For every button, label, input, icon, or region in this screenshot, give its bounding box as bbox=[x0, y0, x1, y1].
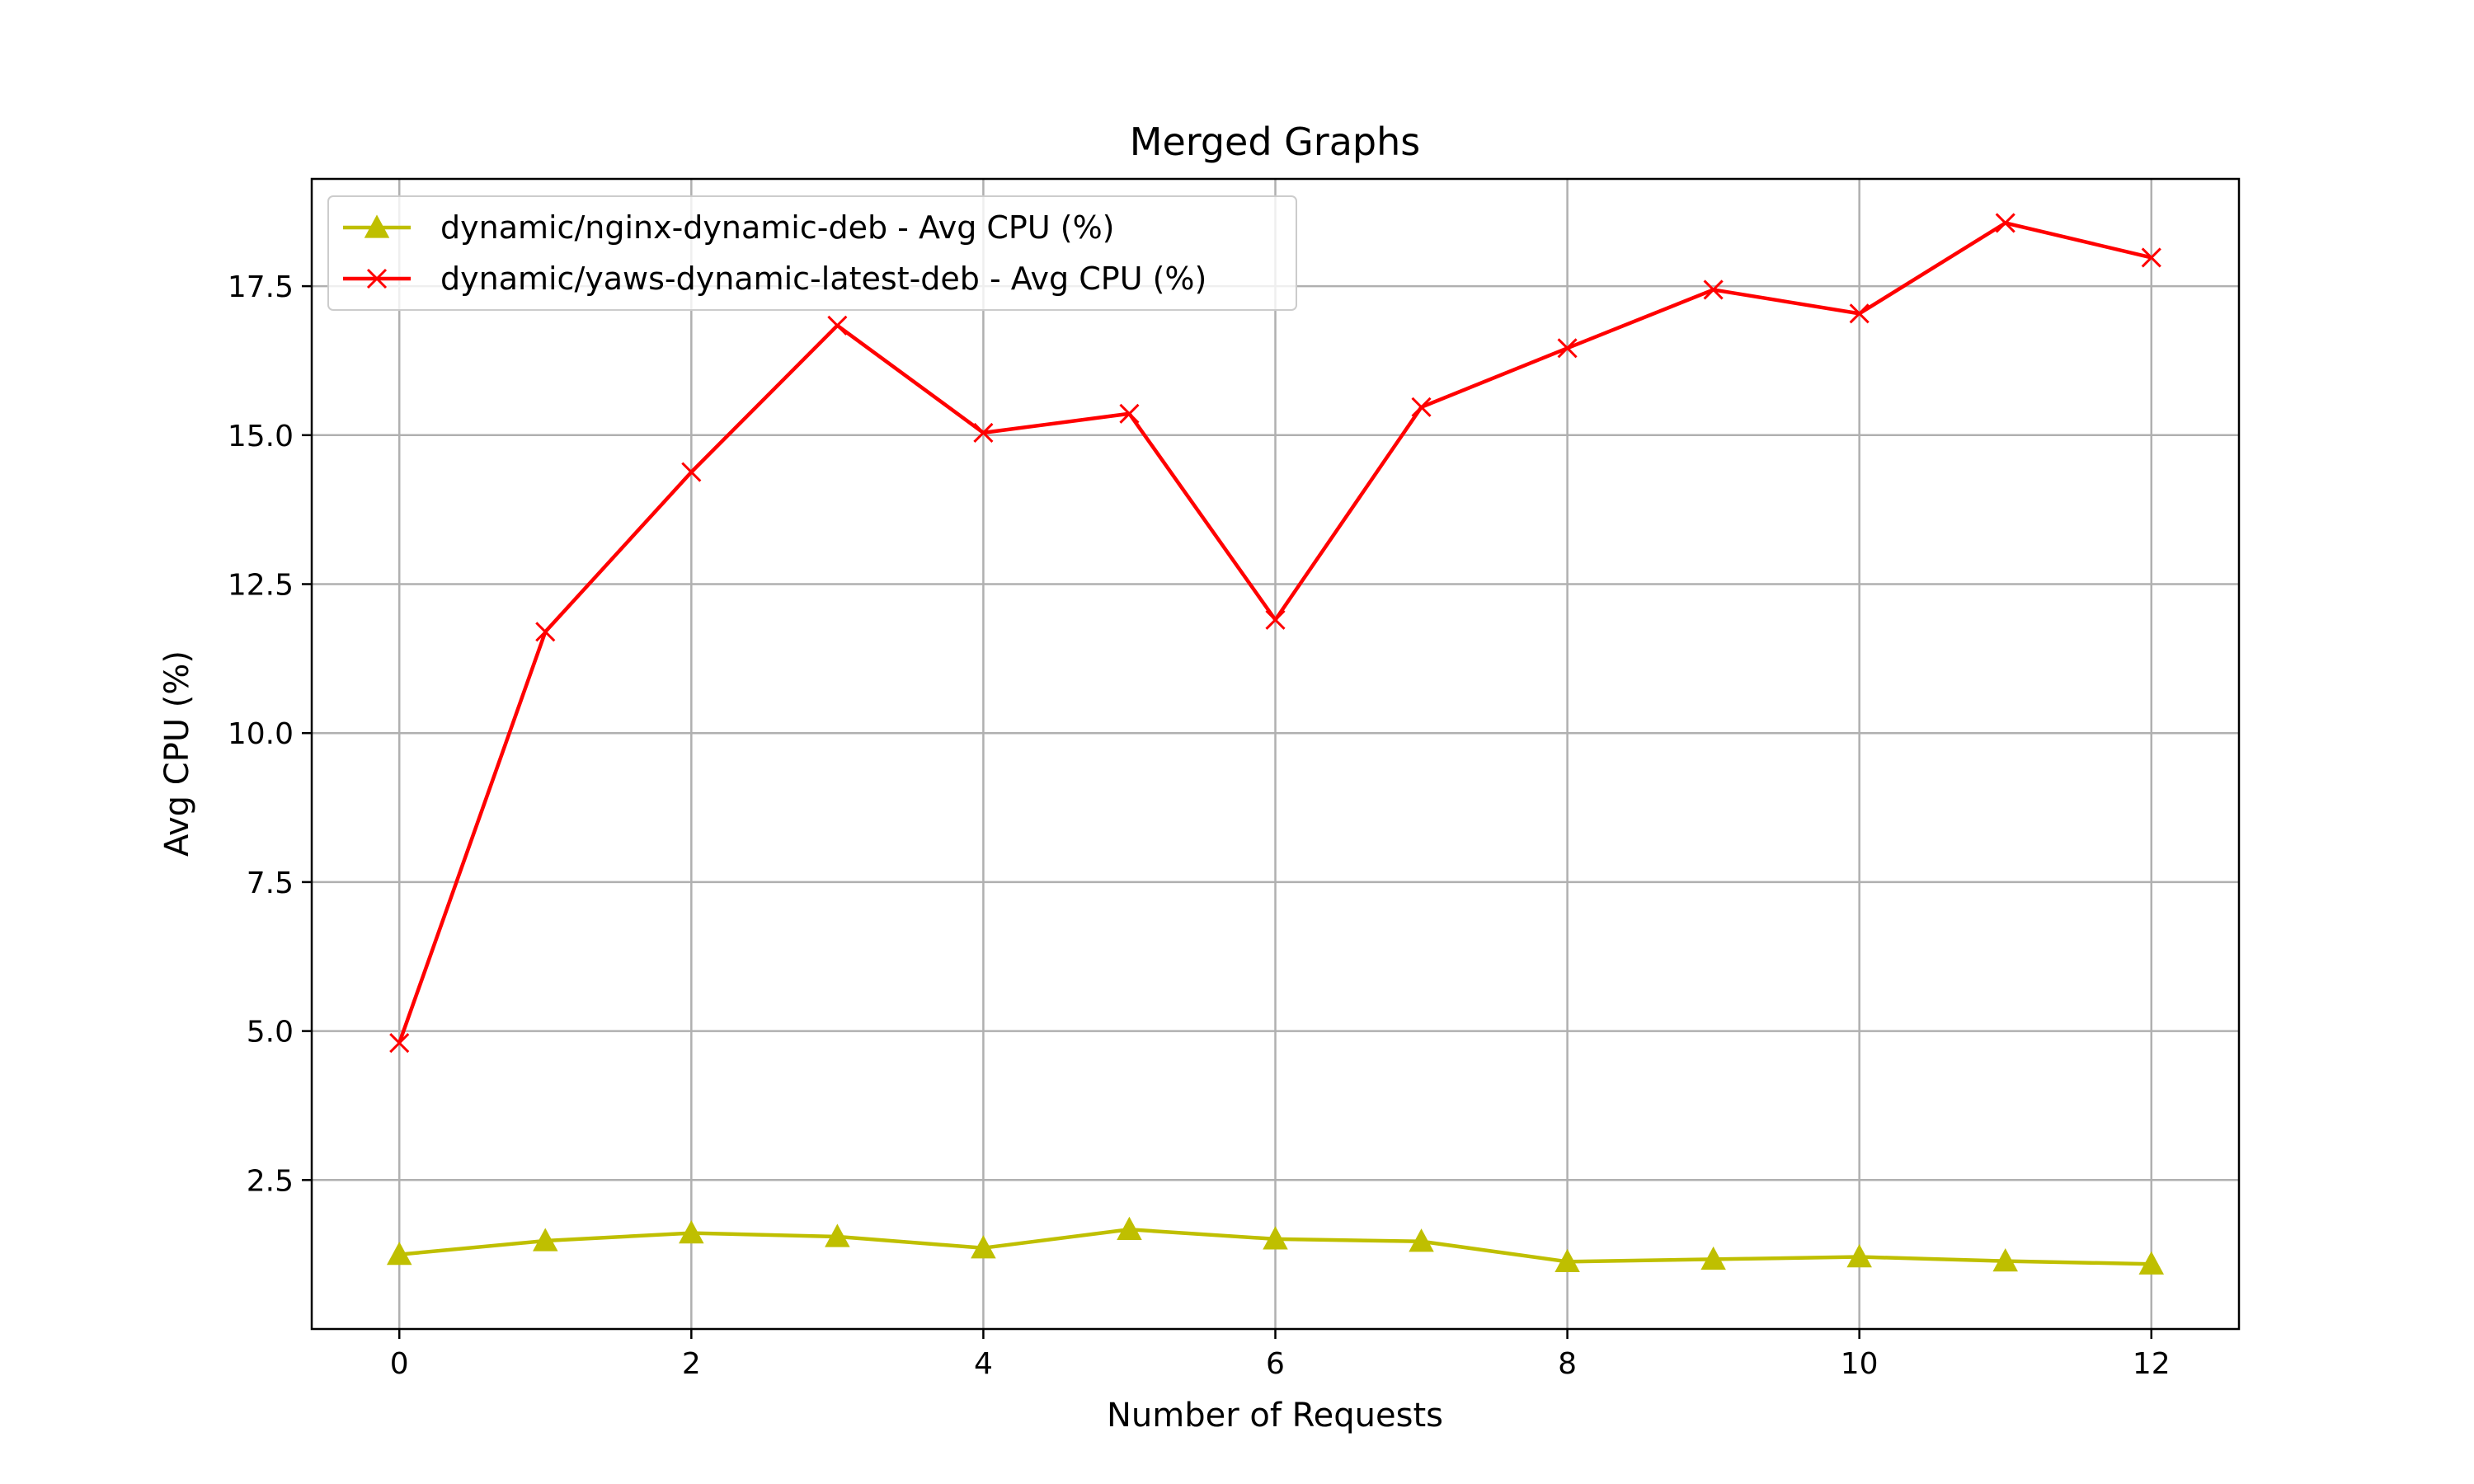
y-axis: 2.5 5.0 7.5 10.0 12.5 15.0 17.5 bbox=[228, 270, 312, 1198]
y-tick-label: 2.5 bbox=[247, 1164, 294, 1198]
data-point bbox=[389, 1032, 410, 1054]
data-point bbox=[1263, 1226, 1288, 1250]
data-point bbox=[1119, 403, 1140, 424]
data-point bbox=[681, 462, 702, 482]
x-tick-label: 2 bbox=[682, 1347, 701, 1381]
y-tick-label: 15.0 bbox=[228, 420, 294, 453]
legend-marker bbox=[366, 268, 388, 289]
data-point bbox=[973, 422, 994, 443]
data-point bbox=[825, 1223, 850, 1247]
x-axis-title: Number of Requests bbox=[1107, 1397, 1443, 1435]
y-tick-label: 12.5 bbox=[228, 569, 294, 603]
data-point bbox=[1992, 1248, 2018, 1272]
data-point bbox=[386, 1242, 412, 1266]
y-tick-label: 10.0 bbox=[228, 717, 294, 751]
legend-entry: dynamic/yaws-dynamic-latest-deb - Avg CP… bbox=[343, 261, 1206, 297]
legend-label: dynamic/nginx-dynamic-deb - Avg CPU (%) bbox=[440, 209, 1115, 246]
data-point bbox=[2138, 1251, 2165, 1275]
x-tick-label: 10 bbox=[1841, 1347, 1879, 1381]
data-point bbox=[827, 315, 848, 336]
data-point bbox=[1846, 1243, 1872, 1268]
legend-entry: dynamic/nginx-dynamic-deb - Avg CPU (%) bbox=[343, 209, 1115, 246]
x-tick-label: 0 bbox=[390, 1347, 409, 1381]
chart-title: Merged Graphs bbox=[1130, 120, 1420, 164]
data-point bbox=[1117, 1216, 1142, 1240]
x-tick-label: 8 bbox=[1558, 1347, 1577, 1381]
data-point bbox=[2141, 247, 2161, 268]
x-tick-label: 4 bbox=[974, 1347, 993, 1381]
data-point bbox=[971, 1235, 996, 1259]
data-point bbox=[1849, 303, 1870, 324]
x-tick-label: 12 bbox=[2133, 1347, 2171, 1381]
series-1 bbox=[386, 1216, 2165, 1275]
data-point bbox=[533, 1228, 558, 1252]
data-point bbox=[679, 1220, 704, 1244]
data-point bbox=[1265, 609, 1286, 630]
y-tick-label: 7.5 bbox=[247, 866, 294, 900]
data-point bbox=[535, 622, 556, 642]
x-tick-label: 6 bbox=[1266, 1347, 1285, 1381]
legend-marker bbox=[364, 214, 390, 238]
x-axis: 0 2 4 6 8 10 12 bbox=[390, 1329, 2171, 1381]
legend-box bbox=[327, 195, 1297, 311]
data-point bbox=[1409, 1228, 1434, 1252]
series-2 bbox=[389, 213, 2161, 1054]
data-point bbox=[1703, 279, 1724, 300]
legend-label: dynamic/yaws-dynamic-latest-deb - Avg CP… bbox=[440, 261, 1206, 297]
data-point bbox=[1700, 1246, 1726, 1270]
data-point bbox=[1411, 397, 1432, 417]
data-point bbox=[1995, 213, 2015, 233]
series-layer bbox=[386, 213, 2165, 1275]
data-point bbox=[1557, 338, 1578, 359]
legend: dynamic/nginx-dynamic-deb - Avg CPU (%) d… bbox=[327, 195, 1297, 311]
y-tick-label: 17.5 bbox=[228, 270, 294, 304]
y-tick-label: 5.0 bbox=[247, 1016, 294, 1050]
y-axis-title: Avg CPU (%) bbox=[158, 650, 196, 857]
data-point bbox=[1554, 1248, 1580, 1272]
